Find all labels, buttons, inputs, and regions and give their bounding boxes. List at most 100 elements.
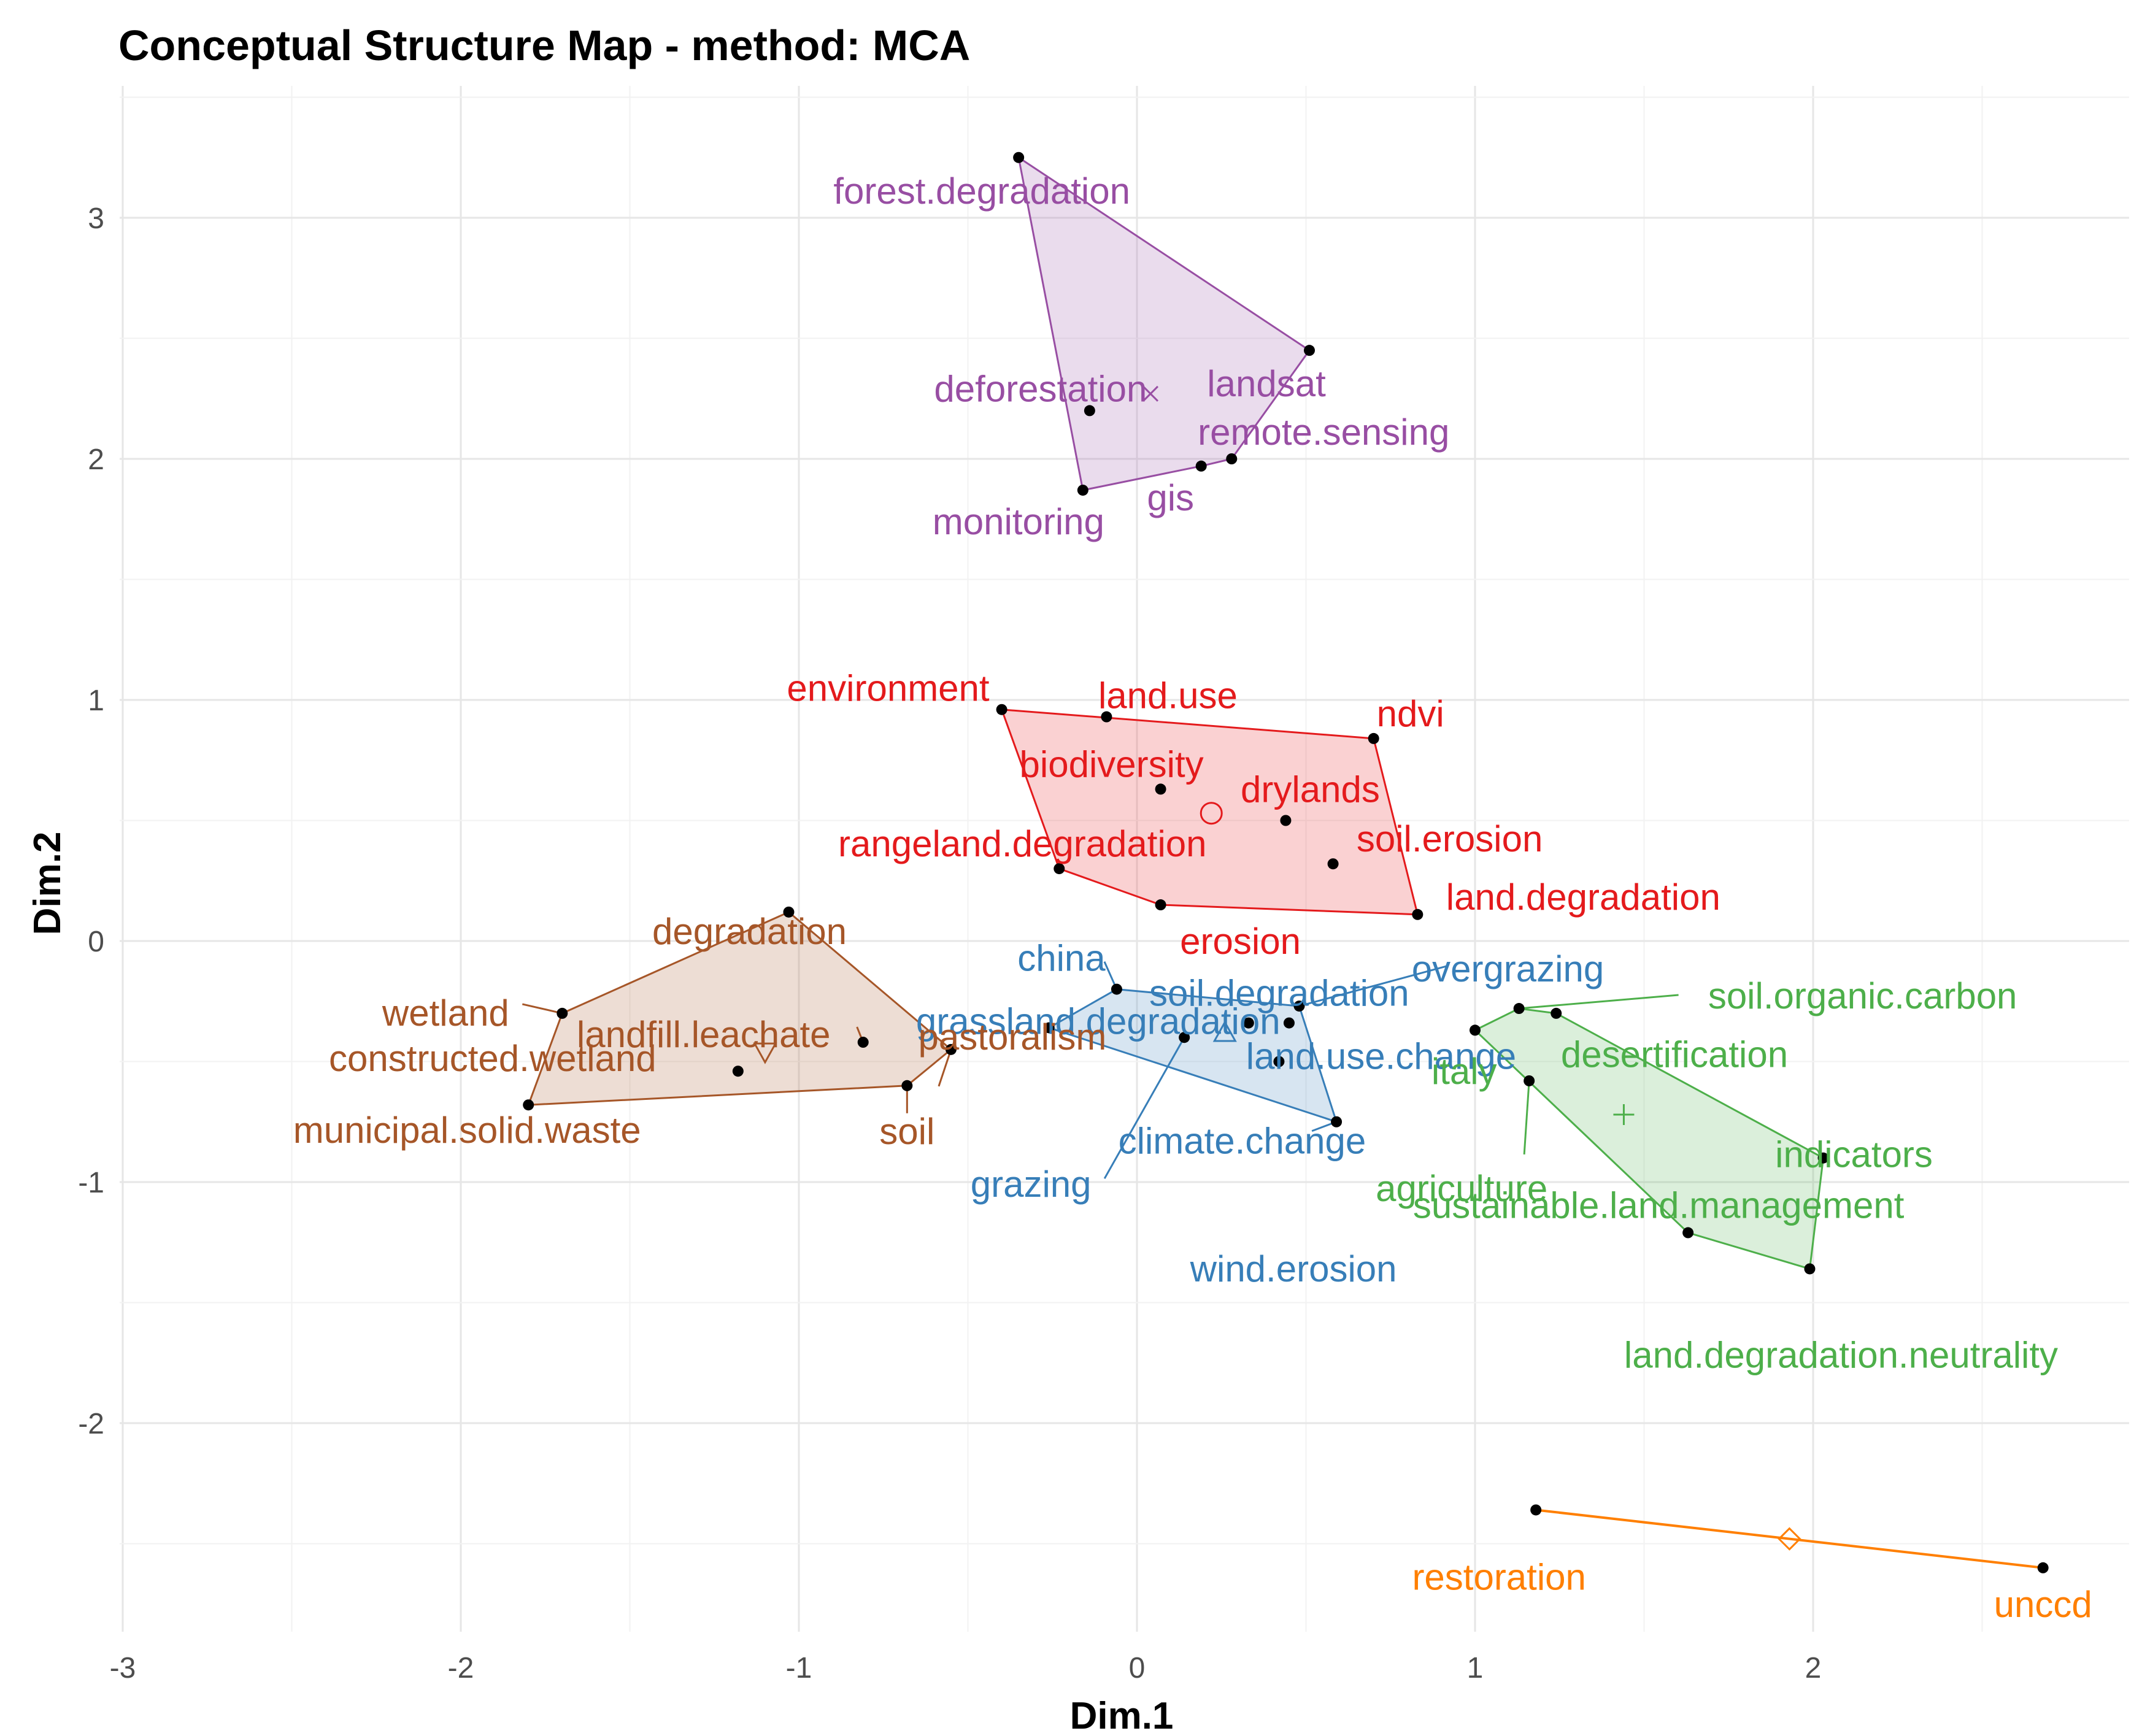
- y-tick-label: 0: [88, 926, 104, 958]
- point-degradation: [783, 906, 795, 918]
- cluster-5-centroid: [1778, 1527, 1801, 1551]
- point-gis: [1195, 460, 1207, 472]
- cluster-4-centroid: [1142, 385, 1159, 402]
- point-erosion: [1155, 899, 1166, 911]
- label-forest-degradation: forest.degradation: [833, 171, 1130, 212]
- cluster-3-centroid: [1613, 1104, 1635, 1125]
- label-land-degradation: land.degradation: [1446, 877, 1720, 918]
- point-environment: [996, 704, 1007, 715]
- label-agriculture: agriculture: [1376, 1168, 1547, 1209]
- point-soil: [901, 1080, 913, 1091]
- point-remote-sensing: [1226, 453, 1238, 464]
- label-environment: environment: [787, 668, 990, 709]
- label-biodiversity: biodiversity: [1020, 743, 1204, 785]
- cluster-1-hull: [1000, 709, 1419, 916]
- cluster-1-centroid: [1200, 802, 1223, 825]
- point-land-use: [1101, 711, 1112, 723]
- point-monitoring: [1077, 485, 1088, 496]
- axis-ticks: -3 -2 -1 0 1 2 -2 -1 0 1 2 3: [78, 202, 1821, 1684]
- label-desertification: desertification: [1561, 1034, 1788, 1075]
- gridlines: [120, 86, 2129, 1632]
- point-italy: [1551, 1007, 1562, 1019]
- label-grassland-degradation: grassland.degradation: [916, 1001, 1281, 1042]
- point-indicators: [1817, 1152, 1829, 1164]
- point-grassland-degradation: [1043, 1022, 1055, 1034]
- point-drylands: [1280, 815, 1292, 826]
- point-deforestation: [1084, 405, 1095, 417]
- cluster-centroids: [753, 385, 1801, 1551]
- y-tick-label: 2: [88, 444, 104, 476]
- cluster-hulls: [527, 155, 2043, 1569]
- x-tick-label: -1: [786, 1652, 812, 1684]
- label-erosion: erosion: [1180, 921, 1301, 962]
- label-remote-sensing: remote.sensing: [1198, 412, 1449, 453]
- point-pastoralism: [945, 1043, 957, 1055]
- label-land-use-change: land.use.change: [1246, 1036, 1516, 1077]
- label-china: china: [1017, 938, 1106, 979]
- label-pastoralism: pastoralism: [919, 1016, 1107, 1058]
- cluster-6-hull: [527, 911, 953, 1106]
- label-soil-erosion: soil.erosion: [1357, 818, 1543, 859]
- x-tick-label: 2: [1805, 1652, 1822, 1684]
- point-sustainable-land-management: [1682, 1227, 1694, 1239]
- label-climate-change: climate.change: [1119, 1121, 1366, 1162]
- point-overgrazing: [1293, 1001, 1305, 1012]
- label-drylands: drylands: [1241, 769, 1380, 810]
- label-sustainable-land-management: sustainable.land.management: [1413, 1185, 1905, 1226]
- x-tick-label: -3: [110, 1652, 136, 1684]
- label-overgrazing: overgrazing: [1412, 948, 1605, 989]
- point-land-use-change: [1283, 1017, 1295, 1029]
- label-monitoring: monitoring: [933, 501, 1104, 542]
- point-agriculture: [1524, 1075, 1535, 1086]
- point-soil-organic-carbon: [1513, 1003, 1525, 1015]
- point-landsat: [1304, 345, 1316, 356]
- point-china: [1111, 983, 1122, 995]
- label-soil-degradation: soil.degradation: [1149, 973, 1409, 1014]
- label-land-degradation-neutrality: land.degradation.neutrality: [1624, 1334, 2058, 1375]
- label-wind-erosion: wind.erosion: [1190, 1248, 1397, 1289]
- x-axis-title: Dim.1: [1070, 1695, 1174, 1736]
- y-tick-label: -2: [78, 1408, 104, 1440]
- label-indicators: indicators: [1775, 1134, 1933, 1175]
- label-unccd: unccd: [1994, 1584, 2092, 1625]
- label-ndvi: ndvi: [1377, 693, 1444, 734]
- point-climate-change: [1273, 1056, 1285, 1067]
- point-landfill-leachate: [857, 1037, 869, 1048]
- cluster-5-hull: [1535, 1508, 2043, 1569]
- label-landsat: landsat: [1207, 363, 1326, 404]
- point-labels: environment land.use ndvi biodiversity dryla…: [293, 171, 2092, 1625]
- point-restoration: [1530, 1504, 1542, 1516]
- leader-soil-organic-carbon: [1519, 994, 1679, 1010]
- leader-agriculture: [1523, 1080, 1530, 1155]
- point-municipal-solid-waste: [523, 1099, 534, 1111]
- label-rangeland-degradation: rangeland.degradation: [838, 823, 1207, 864]
- cluster-6-centroid: [753, 1042, 777, 1064]
- chart-title: Conceptual Structure Map - method: MCA: [118, 21, 970, 69]
- label-constructed-wetland: constructed.wetland: [329, 1038, 657, 1079]
- point-ndvi: [1368, 732, 1379, 744]
- label-restoration: restoration: [1412, 1556, 1585, 1597]
- label-soil: soil: [879, 1111, 934, 1152]
- label-land-use: land.use: [1098, 675, 1238, 716]
- label-landfill-leachate: landfill.leachate: [577, 1014, 831, 1055]
- cluster-2-centroid: [1212, 1020, 1237, 1042]
- leader-pastoralism: [938, 1049, 952, 1087]
- leader-grazing: [1103, 1037, 1185, 1179]
- label-gis: gis: [1147, 477, 1194, 518]
- point-rangeland-degradation: [1054, 863, 1065, 875]
- y-axis-title: Dim.2: [26, 832, 69, 935]
- data-points: [523, 152, 2049, 1573]
- x-tick-label: 1: [1467, 1652, 1484, 1684]
- x-tick-label: -2: [448, 1652, 474, 1684]
- label-grazing: grazing: [971, 1164, 1092, 1205]
- label-deforestation: deforestation: [934, 368, 1147, 409]
- point-constructed-wetland: [732, 1066, 744, 1077]
- leader-wetland: [522, 1003, 563, 1015]
- label-wetland: wetland: [382, 993, 509, 1034]
- label-italy: italy: [1431, 1051, 1497, 1092]
- point-soil-degradation: [1242, 1017, 1254, 1029]
- label-soil-organic-carbon: soil.organic.carbon: [1708, 975, 2017, 1016]
- point-soil-erosion: [1327, 858, 1339, 870]
- point-unccd: [2037, 1562, 2049, 1573]
